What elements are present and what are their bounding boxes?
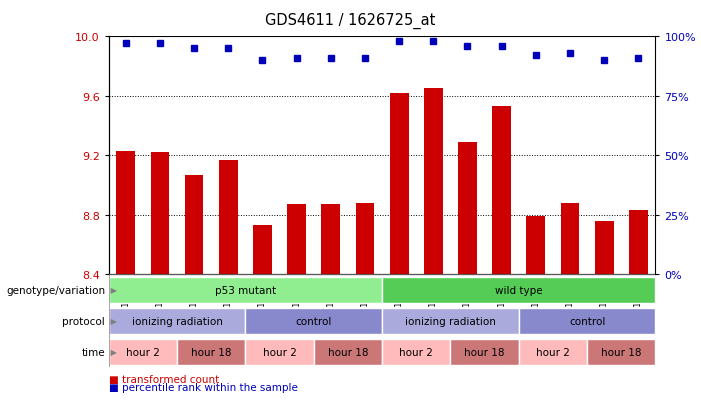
Text: ■ percentile rank within the sample: ■ percentile rank within the sample: [109, 382, 297, 392]
Text: hour 2: hour 2: [536, 347, 570, 357]
Text: hour 2: hour 2: [126, 347, 160, 357]
Text: ■ transformed count: ■ transformed count: [109, 374, 219, 384]
Text: ▶: ▶: [108, 317, 117, 325]
Bar: [382, 339, 451, 365]
Text: wild type: wild type: [495, 285, 543, 295]
Text: ionizing radiation: ionizing radiation: [132, 316, 222, 326]
Bar: [321, 205, 340, 275]
Text: ionizing radiation: ionizing radiation: [405, 316, 496, 326]
Bar: [492, 107, 511, 275]
Text: hour 2: hour 2: [400, 347, 433, 357]
Bar: [390, 94, 409, 275]
Bar: [519, 308, 655, 334]
Bar: [151, 153, 170, 275]
Bar: [245, 308, 382, 334]
Bar: [116, 152, 135, 275]
Bar: [382, 277, 655, 303]
Text: control: control: [569, 316, 605, 326]
Text: control: control: [296, 316, 332, 326]
Bar: [451, 339, 519, 365]
Text: protocol: protocol: [62, 316, 105, 326]
Bar: [177, 339, 245, 365]
Bar: [629, 211, 648, 275]
Text: hour 18: hour 18: [327, 347, 368, 357]
Bar: [245, 339, 314, 365]
Text: GDS4611 / 1626725_at: GDS4611 / 1626725_at: [265, 12, 436, 28]
Bar: [184, 175, 203, 275]
Bar: [424, 89, 443, 275]
Bar: [587, 339, 655, 365]
Bar: [519, 339, 587, 365]
Bar: [287, 205, 306, 275]
Text: ▶: ▶: [108, 348, 117, 356]
Text: genotype/variation: genotype/variation: [6, 285, 105, 295]
Text: hour 18: hour 18: [601, 347, 641, 357]
Text: p53 mutant: p53 mutant: [215, 285, 276, 295]
Bar: [109, 339, 177, 365]
Text: hour 18: hour 18: [191, 347, 231, 357]
Text: hour 18: hour 18: [464, 347, 505, 357]
Bar: [561, 203, 580, 275]
Bar: [594, 221, 613, 275]
Bar: [458, 142, 477, 275]
Bar: [109, 308, 245, 334]
Bar: [219, 160, 238, 275]
Text: time: time: [81, 347, 105, 357]
Bar: [314, 339, 382, 365]
Bar: [109, 277, 382, 303]
Bar: [382, 308, 519, 334]
Text: ▶: ▶: [108, 286, 117, 294]
Bar: [526, 217, 545, 275]
Bar: [355, 203, 374, 275]
Text: hour 2: hour 2: [263, 347, 297, 357]
Bar: [253, 225, 272, 275]
